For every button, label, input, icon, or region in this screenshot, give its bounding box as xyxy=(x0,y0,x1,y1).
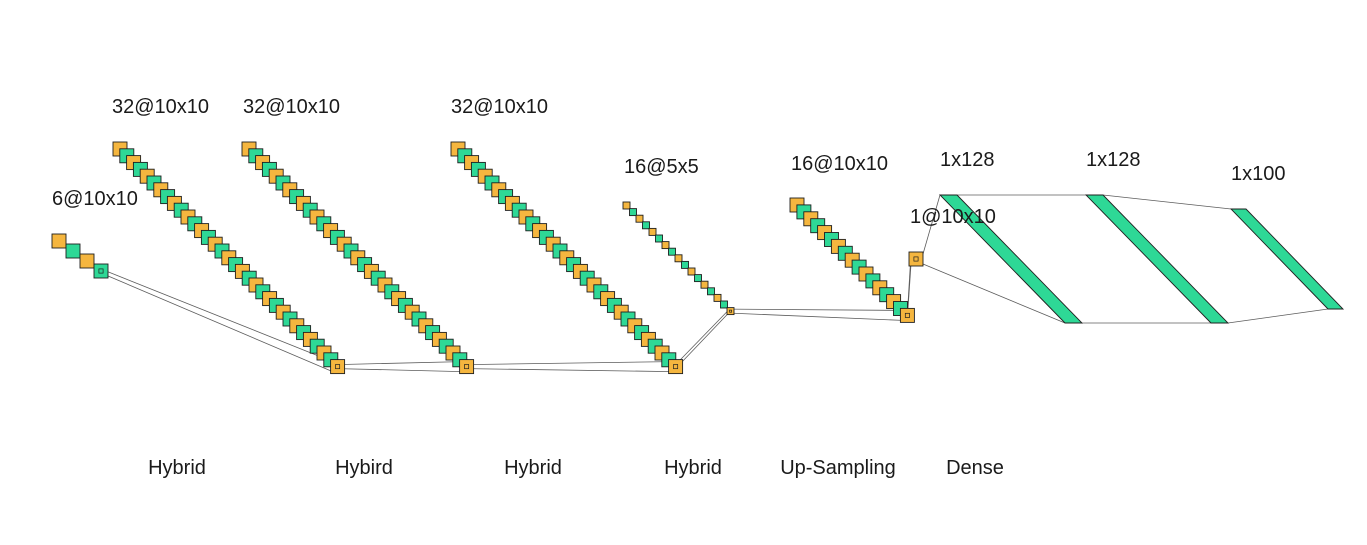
feature-map xyxy=(700,280,709,289)
kernel-marker xyxy=(729,309,732,313)
connector-line xyxy=(337,361,462,365)
block-3-stack xyxy=(241,141,475,375)
block-6-stack xyxy=(789,197,915,323)
kernel-marker xyxy=(913,256,919,262)
feature-map xyxy=(694,274,702,283)
connector-line xyxy=(337,368,462,372)
feature-map xyxy=(668,359,684,375)
connector-line xyxy=(922,263,1066,324)
feature-map xyxy=(93,263,109,279)
block-4-stack xyxy=(450,141,684,375)
kernel-marker xyxy=(98,268,104,274)
connector-line xyxy=(100,268,333,362)
block-4-size-label: 32@10x10 xyxy=(451,96,548,118)
kernel-marker xyxy=(673,364,679,370)
feature-map xyxy=(720,300,728,309)
dense-layers xyxy=(938,194,1345,324)
feature-map xyxy=(642,221,650,230)
dense-2-size-label: 1x128 xyxy=(1086,149,1141,171)
block-1-size-label: 6@10x10 xyxy=(52,188,138,210)
connector-line xyxy=(730,312,903,321)
feature-map xyxy=(908,251,924,267)
connector-line xyxy=(1227,308,1329,324)
connector-line xyxy=(730,308,903,311)
feature-map xyxy=(65,243,81,259)
connector-line xyxy=(1102,194,1232,210)
feature-map xyxy=(681,260,689,269)
feature-map xyxy=(674,254,683,263)
block-1-stack xyxy=(51,233,109,279)
dense-2-layer xyxy=(1084,194,1230,324)
dense-3-size-label: 1x100 xyxy=(1231,163,1286,185)
feature-map xyxy=(51,233,67,249)
block-6-size-label: 16@10x10 xyxy=(791,153,888,175)
feature-map xyxy=(668,247,676,256)
feature-map xyxy=(635,214,644,223)
feature-map xyxy=(707,287,715,296)
stage-label-hybird-2: Hybird xyxy=(335,457,393,479)
block-5-stack xyxy=(622,201,735,316)
connector-line xyxy=(466,368,671,372)
feature-map xyxy=(726,307,735,316)
feature-map xyxy=(687,267,696,276)
stage-label-hybrid-4: Hybrid xyxy=(664,457,722,479)
feature-map xyxy=(622,201,631,210)
connector-line xyxy=(675,312,730,369)
dense-1-size-label: 1x128 xyxy=(940,149,995,171)
feature-map xyxy=(648,227,657,236)
dense-1-layer xyxy=(938,194,1084,324)
connector-line xyxy=(922,194,941,255)
block-5-size-label: 16@5x5 xyxy=(624,156,699,178)
feature-map xyxy=(899,307,915,323)
kernel-marker xyxy=(464,364,470,370)
block-2-size-label: 32@10x10 xyxy=(112,96,209,118)
feature-map xyxy=(79,253,95,269)
feature-map xyxy=(629,208,637,217)
dense-3-layer xyxy=(1229,208,1345,310)
feature-map xyxy=(655,234,663,243)
feature-map xyxy=(330,359,346,375)
feature-map xyxy=(713,293,722,302)
block-7-size-label: 1@10x10 xyxy=(910,206,996,228)
feature-map-stacks xyxy=(51,141,924,375)
stage-label-dense: Dense xyxy=(946,457,1004,479)
connector-lines xyxy=(100,194,1329,372)
stage-label-hybrid-3: Hybrid xyxy=(504,457,562,479)
feature-map xyxy=(459,359,475,375)
stage-label-up-sampling: Up-Sampling xyxy=(780,457,896,479)
feature-map xyxy=(661,241,670,250)
kernel-marker xyxy=(335,364,341,370)
block-2-stack xyxy=(112,141,346,375)
stage-label-hybrid-1: Hybrid xyxy=(148,457,206,479)
kernel-marker xyxy=(904,312,910,318)
connector-line xyxy=(466,361,671,365)
block-7-stack xyxy=(908,251,924,267)
connector-line xyxy=(675,309,730,365)
connector-line xyxy=(100,272,333,372)
block-3-size-label: 32@10x10 xyxy=(243,96,340,118)
